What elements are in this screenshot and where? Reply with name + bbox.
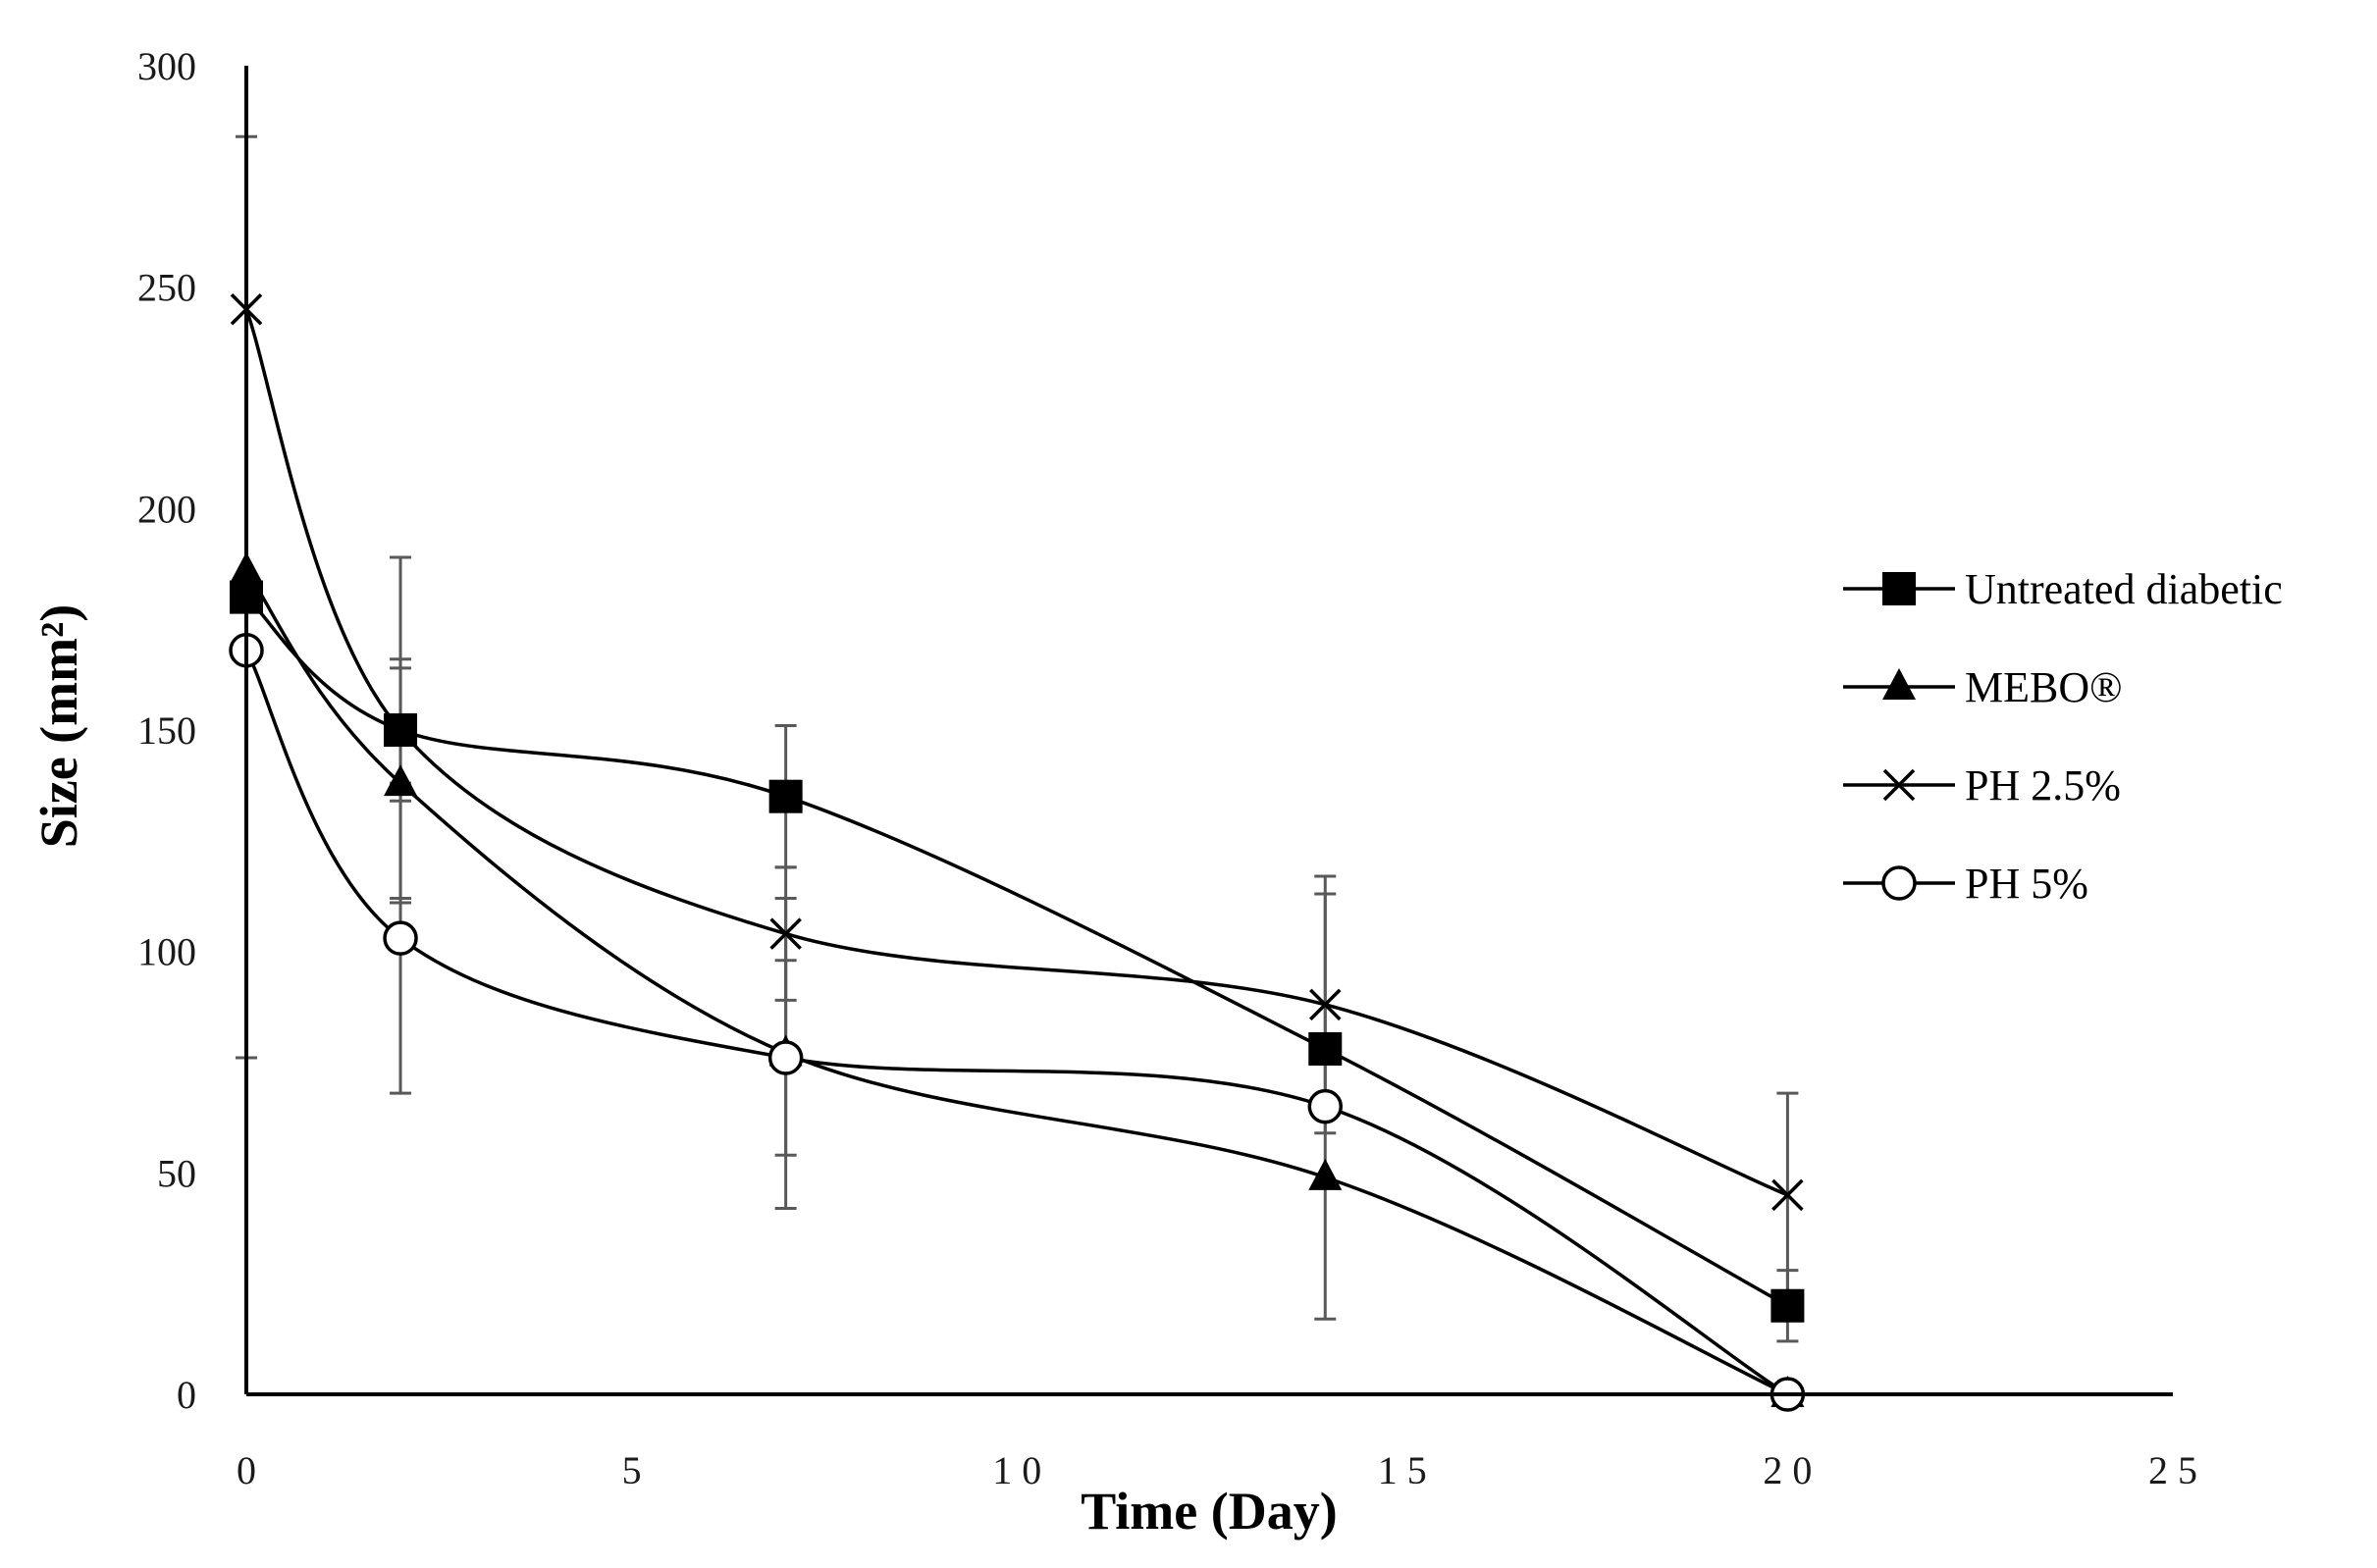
axes [244,66,2173,1396]
data-point-circle [767,1040,804,1075]
x-tick-label: 0 [237,1448,266,1492]
series-markers [229,292,1806,1412]
x-tick-label: 20 [1763,1448,1822,1492]
legend-marker-square [1882,572,1916,605]
data-point-x [384,713,417,747]
y-tick-label: 0 [177,1373,196,1417]
x-tick-label: 15 [1378,1448,1437,1492]
series-line-4 [244,649,1789,1396]
series-lines [244,308,1789,1396]
y-tick-label: 150 [137,708,196,753]
marker-stroke [1771,1178,1804,1212]
y-tick-label: 100 [137,930,196,974]
data-point-x [1771,1178,1804,1212]
legend-marker-circle [1881,865,1917,901]
y-tick-label: 200 [137,487,196,531]
data-point-square [1770,1288,1805,1323]
series-line-2 [244,569,1789,1396]
legend-label: PH 5% [1965,860,2088,908]
data-point-triangle [384,764,418,797]
y-tick-label: 300 [137,44,196,88]
series-line-3 [244,308,1789,1197]
y-tick-label: 50 [157,1151,196,1195]
data-point-circle [383,920,418,956]
x-tick-label: 10 [992,1448,1051,1492]
y-tick-label: 250 [137,266,196,310]
y-axis-title: Size (mm²) [29,604,88,849]
marker-stroke [1309,988,1342,1021]
legend-label: PH 2.5% [1965,761,2121,810]
data-point-square [1308,1031,1343,1066]
marker-stroke [769,917,802,950]
marker-stroke [1882,768,1916,802]
marker-stroke [384,713,417,747]
x-tick-label: 5 [622,1448,652,1492]
legend-item: PH 5% [1843,860,2088,908]
legend-item: MEBO® [1843,663,2123,711]
legend-marker-triangle [1882,668,1916,700]
data-point-circle [1307,1088,1344,1124]
legend-marker-x [1882,768,1916,802]
legend-label: MEBO® [1965,663,2123,711]
legend-item: PH 2.5% [1843,761,2121,810]
data-point-x [769,917,802,950]
x-tick-label: 25 [2148,1448,2207,1492]
legend-item: Untreated diabetic [1843,565,2283,613]
data-point-x [1309,988,1342,1021]
legend: Untreated diabetic MEBO® PH 2.5% PH 5% [1843,565,2283,908]
error-bars [236,134,1799,1343]
data-point-square [768,779,803,813]
legend-label: Untreated diabetic [1965,565,2283,613]
x-axis-title: Time (Day) [1081,1482,1337,1541]
series-line-1 [244,596,1789,1308]
data-point-triangle [1308,1158,1343,1190]
